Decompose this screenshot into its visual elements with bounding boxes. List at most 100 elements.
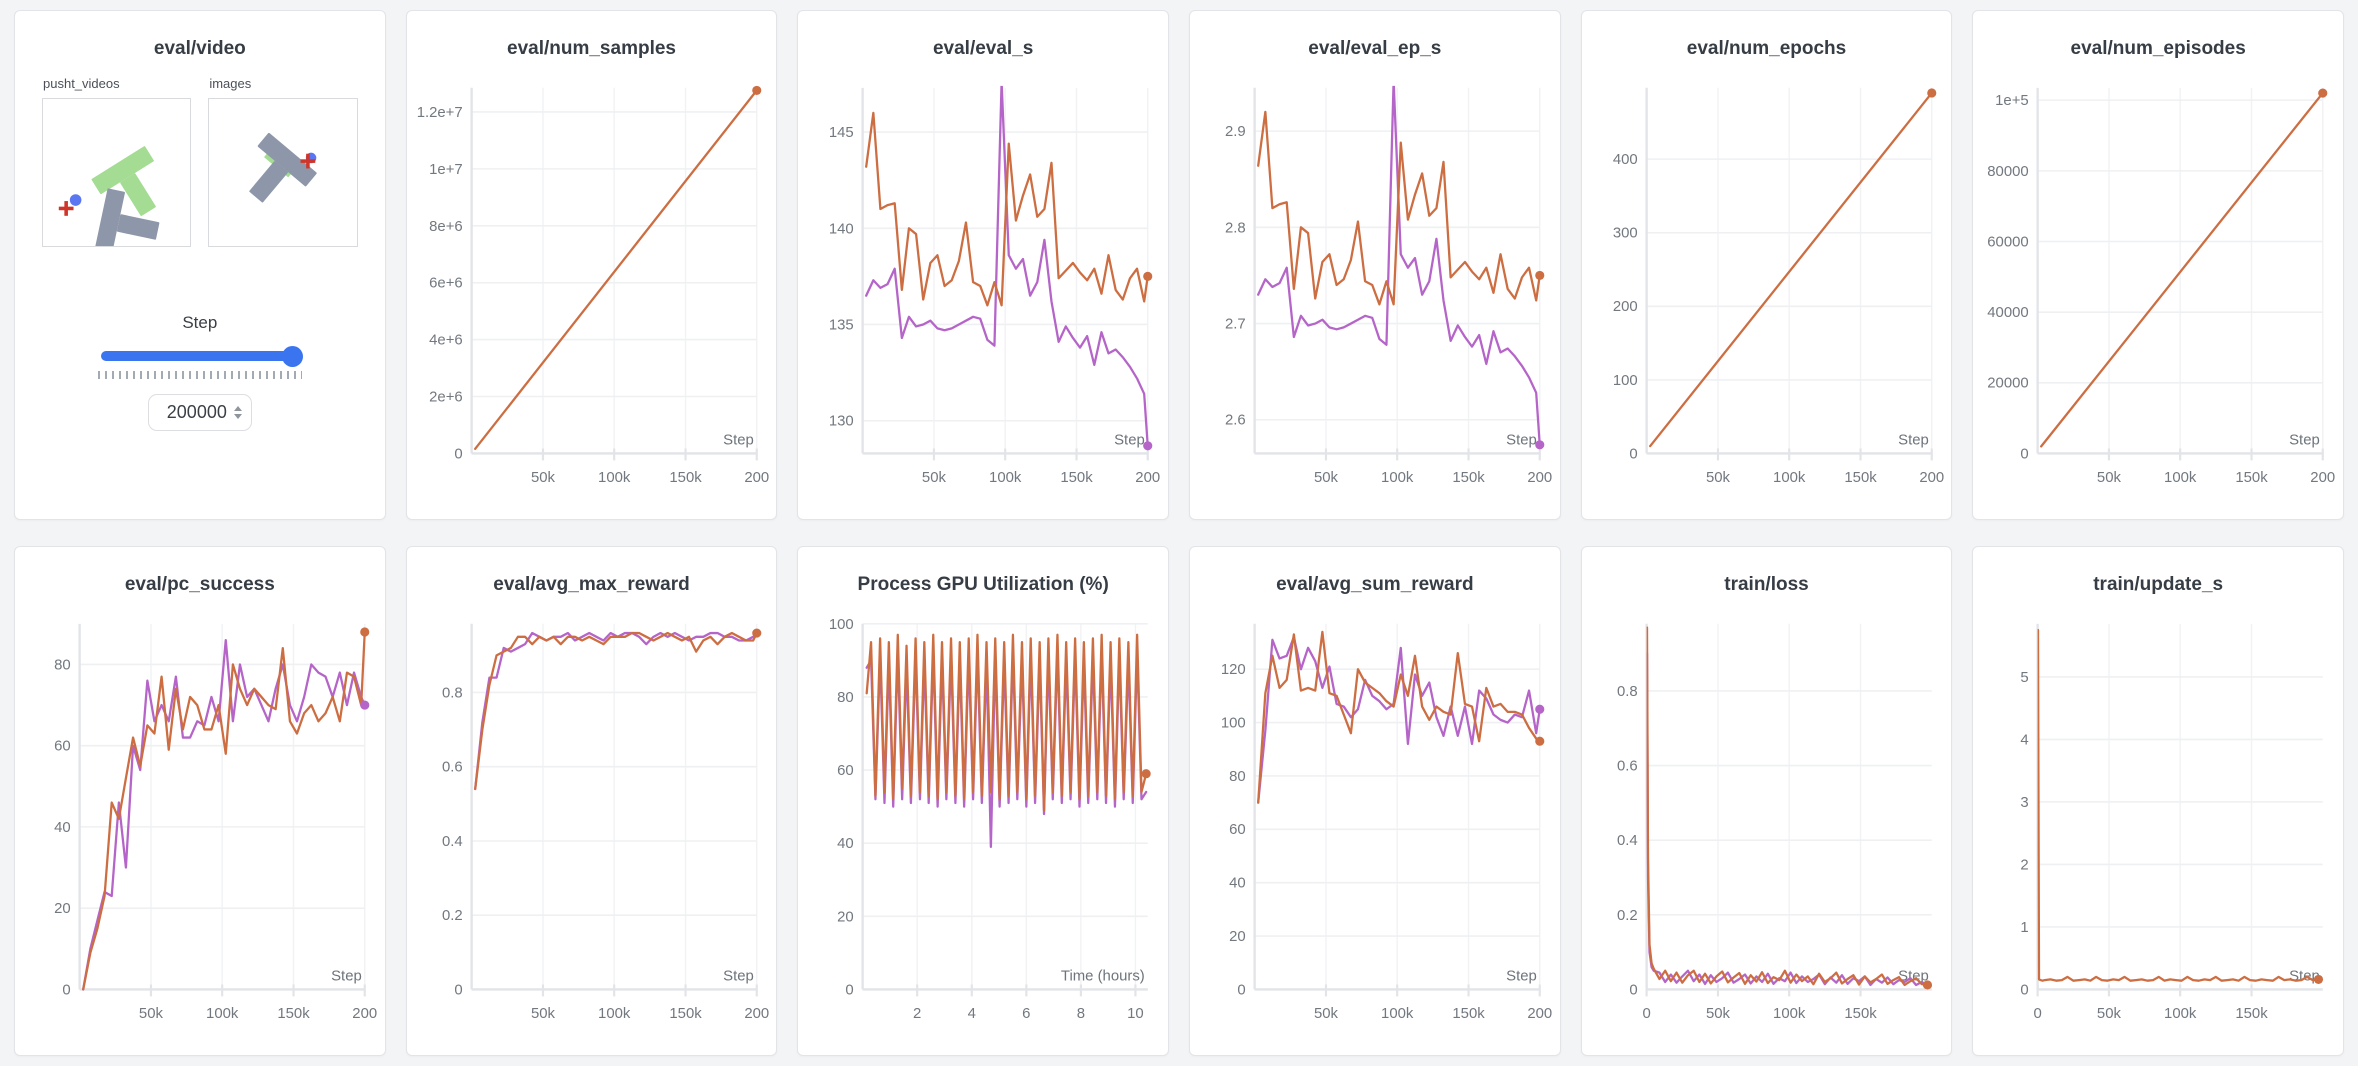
svg-text:80: 80 (54, 657, 71, 673)
panel-title: eval/eval_s (932, 38, 1034, 59)
line-chart[interactable]: 130 135 140 145 50k 100k 150k 200 Step (804, 64, 1162, 513)
panel-title: train/loss (1724, 574, 1809, 595)
svg-text:80000: 80000 (1988, 164, 2029, 180)
svg-text:0: 0 (1629, 446, 1637, 462)
step-slider-label: Step (182, 313, 218, 333)
svg-text:1.2e+7: 1.2e+7 (416, 105, 462, 121)
svg-text:0.4: 0.4 (442, 834, 463, 850)
svg-text:Step: Step (723, 432, 754, 448)
svg-text:150k: 150k (1061, 470, 1094, 486)
stepper-up-icon[interactable] (233, 406, 242, 412)
svg-text:4: 4 (968, 1006, 976, 1022)
pusht-scene-image (249, 132, 318, 203)
svg-text:200: 200 (744, 470, 769, 486)
svg-text:145: 145 (829, 125, 854, 141)
step-input-value[interactable]: 200000 (166, 402, 227, 423)
svg-text:50k: 50k (1706, 470, 1731, 486)
svg-text:1e+7: 1e+7 (429, 162, 463, 178)
step-input[interactable]: 200000 (147, 394, 252, 432)
slider-thumb[interactable] (281, 346, 303, 368)
svg-text:Step: Step (1114, 432, 1145, 448)
svg-text:20000: 20000 (1988, 376, 2029, 392)
svg-text:10: 10 (1127, 1006, 1144, 1022)
svg-text:8: 8 (1077, 1006, 1085, 1022)
line-chart[interactable]: 2.6 2.7 2.8 2.9 50k 100k 150k 200 Step (1196, 64, 1554, 513)
svg-text:50k: 50k (2097, 470, 2122, 486)
svg-text:4: 4 (2021, 732, 2029, 748)
panel-eval-eval-ep-s: eval/eval_ep_s 2.6 2.7 2.8 2.9 50k 100k 150k 20… (1188, 10, 1561, 520)
panel-eval-num-epochs: eval/num_epochs 0 100 200 300 400 50k 100k 150k… (1580, 10, 1953, 520)
svg-text:0.6: 0.6 (442, 760, 463, 776)
svg-text:0.8: 0.8 (442, 685, 463, 701)
panel-eval-avg-sum-reward: eval/avg_sum_reward 0 20 40 60 80 100 120 50k 10… (1188, 546, 1561, 1056)
svg-text:60: 60 (54, 739, 71, 755)
line-chart[interactable]: 0 20 40 60 80 100 2 4 6 8 10 Time (hours) (804, 600, 1162, 1049)
svg-text:2.6: 2.6 (1225, 413, 1246, 429)
svg-text:100k: 100k (598, 470, 631, 486)
svg-text:6e+6: 6e+6 (429, 276, 463, 292)
line-chart[interactable]: 0 100 200 300 400 50k 100k 150k 200 Step (1588, 64, 1946, 513)
panel-eval-eval-s: eval/eval_s 130 135 140 145 50k 100k 150k 200 St… (797, 10, 1169, 520)
svg-text:3: 3 (2021, 795, 2029, 811)
stepper-down-icon[interactable] (233, 414, 242, 420)
line-chart[interactable]: 0 0.2 0.4 0.6 0.8 50k 100k 150k 200 Step (413, 600, 771, 1049)
panel-eval-num-samples: eval/num_samples 0 2e+6 4e+6 6e+6 8e+6 1e+7 1.… (405, 10, 778, 520)
svg-text:150k: 150k (1452, 470, 1485, 486)
svg-text:60000: 60000 (1988, 234, 2029, 250)
svg-text:100: 100 (1612, 373, 1637, 389)
svg-text:Time (hours): Time (hours) (1061, 968, 1145, 984)
svg-text:8e+6: 8e+6 (429, 219, 463, 235)
svg-text:0: 0 (1237, 982, 1245, 998)
svg-text:0: 0 (2021, 446, 2029, 462)
line-chart[interactable]: 0 20 40 60 80 100 120 50k 100k 150k 200 Step (1196, 600, 1554, 1049)
svg-text:100k: 100k (1773, 1006, 1806, 1022)
media-figure-pusht-videos: pusht_videos (42, 76, 192, 248)
svg-text:50k: 50k (139, 1006, 164, 1022)
svg-text:120: 120 (1221, 662, 1246, 678)
panel-eval-avg-max-reward: eval/avg_max_reward 0 0.2 0.4 0.6 0.8 50k 100k… (405, 546, 778, 1056)
svg-text:200: 200 (1136, 470, 1161, 486)
svg-text:200: 200 (1527, 1006, 1552, 1022)
svg-text:100k: 100k (2164, 470, 2197, 486)
svg-text:50k: 50k (922, 470, 947, 486)
svg-text:40: 40 (54, 820, 71, 836)
svg-text:50k: 50k (1706, 1006, 1731, 1022)
line-chart[interactable]: 0 1 2 3 4 5 0 50k 100k 150k Step (1979, 600, 2337, 1049)
slider-track[interactable] (100, 351, 299, 362)
svg-text:0: 0 (454, 982, 462, 998)
media-thumbnail-pusht-videos[interactable] (42, 98, 192, 248)
svg-text:150k: 150k (669, 470, 702, 486)
svg-text:Step: Step (331, 968, 362, 984)
svg-text:0.6: 0.6 (1617, 759, 1638, 775)
panel-title: eval/eval_ep_s (1308, 38, 1442, 59)
media-thumbnail-images[interactable] (208, 98, 358, 248)
panel-title: eval/num_epochs (1686, 38, 1847, 59)
svg-text:40: 40 (837, 836, 854, 852)
panel-title: eval/avg_max_reward (493, 574, 690, 595)
svg-text:2.9: 2.9 (1225, 124, 1246, 140)
svg-text:130: 130 (829, 414, 854, 430)
line-chart[interactable]: 0 2e+6 4e+6 6e+6 8e+6 1e+7 1.2e+7 50k 100k 150k 20… (413, 64, 771, 513)
svg-text:6: 6 (1023, 1006, 1031, 1022)
panel-title: train/update_s (2093, 574, 2224, 595)
line-chart[interactable]: 0 20 40 60 80 50k 100k 150k 200 Step (21, 600, 379, 1049)
svg-text:150k: 150k (277, 1006, 310, 1022)
panel-process-gpu-utilization: Process GPU Utilization (%) 0 20 40 60 80 100… (797, 546, 1169, 1056)
step-slider[interactable] (100, 346, 303, 368)
svg-text:50k: 50k (2097, 1006, 2122, 1022)
media-row: pusht_videos (15, 76, 385, 248)
svg-text:20: 20 (1229, 929, 1246, 945)
svg-text:2: 2 (913, 1006, 921, 1022)
svg-text:60: 60 (837, 763, 854, 779)
svg-text:Step: Step (723, 968, 754, 984)
svg-text:0: 0 (1642, 1006, 1650, 1022)
line-chart[interactable]: 0 0.2 0.4 0.6 0.8 0 50k 100k 150k Step (1588, 600, 1946, 1049)
svg-text:100: 100 (829, 617, 854, 633)
svg-text:2e+6: 2e+6 (429, 389, 463, 405)
svg-text:20: 20 (54, 901, 71, 917)
stepper-icons (233, 406, 242, 420)
svg-text:4e+6: 4e+6 (429, 333, 463, 349)
panel-eval-video: eval/video pusht_videos (14, 10, 386, 520)
line-chart[interactable]: 0 20000 40000 60000 80000 1e+5 50k 100k 150k 200 S… (1979, 64, 2337, 513)
svg-text:200: 200 (352, 1006, 377, 1022)
